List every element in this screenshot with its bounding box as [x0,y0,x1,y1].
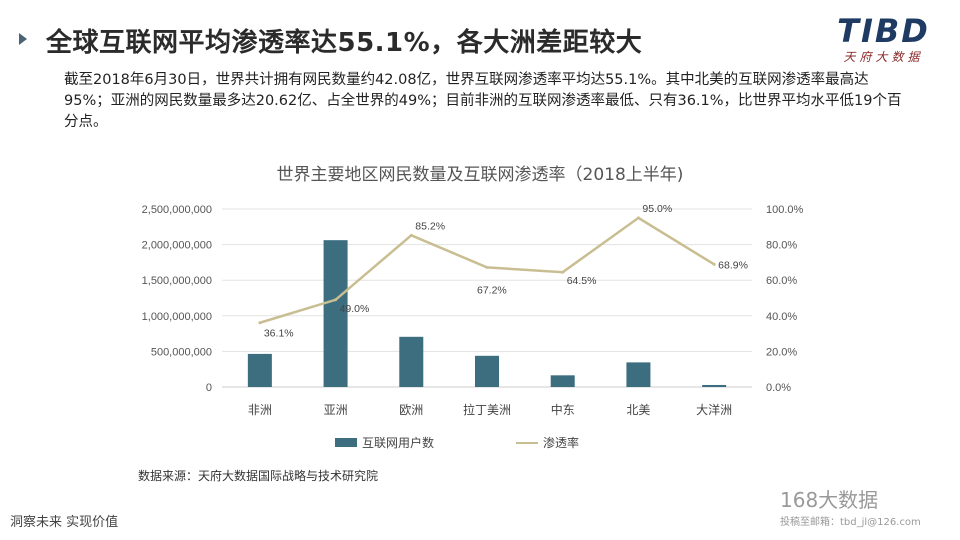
data-label: 68.9% [718,259,748,271]
y-left-tick-label: 1,000,000,000 [142,311,212,323]
legend-label: 渗透率 [543,436,580,450]
data-label: 85.2% [415,220,445,232]
bar-非洲 [247,353,272,387]
logo-subtext: 天府大数据 [843,50,924,64]
x-tick-label: 欧洲 [399,403,423,417]
y-right-tick-label: 0.0% [766,382,791,394]
data-label: 67.2% [477,284,507,296]
y-left-tick-label: 500,000,000 [151,346,212,358]
y-right-tick-label: 40.0% [766,311,797,323]
x-tick-label: 大洋洲 [696,402,732,417]
combo-chart: 0 500,000,000 1,000,000,000 1,500,000,000 2,… [142,203,804,417]
line-point [712,262,716,266]
legend-item-users: 互联网用户数 [335,434,434,451]
bar-拉丁美洲 [475,355,499,387]
slide-title: 全球互联网平均渗透率达55.1%，各大洲差距较大 [46,28,643,58]
legend-bar-swatch [335,438,357,447]
data-label: 95.0% [642,203,672,215]
x-tick-label: 拉丁美洲 [463,402,511,417]
legend-line-swatch [516,441,538,444]
bar-欧洲 [399,336,424,387]
legend-label: 互联网用户数 [362,436,435,450]
y-left-tick-label: 0 [206,382,212,394]
x-tick-label: 北美 [626,403,650,417]
data-source: 数据来源：天府大数据国际战略与技术研究院 [138,469,379,483]
tibd-logo: TIBD 天府大数据 [826,14,941,65]
data-label: 36.1% [264,328,294,340]
watermark-subtext: 投稿至邮箱：tbd_jl@126.com [780,517,921,528]
bar-亚洲 [323,240,348,387]
logo-text: TIBD [837,12,930,50]
bar-中东 [550,375,575,387]
chart-title: 世界主要地区网民数量及互联网渗透率（2018上半年) [276,165,684,185]
x-tick-label: 亚洲 [324,403,348,417]
y-left-tick-label: 1,500,000,000 [142,275,212,287]
line-point [485,265,489,269]
watermark-title: 168大数据 [780,488,879,512]
data-label: 64.5% [567,275,597,287]
line-point [636,216,640,220]
y-left-tick-label: 2,000,000,000 [142,240,212,252]
y-right-tick-label: 100.0% [766,204,804,216]
bar-大洋洲 [702,384,727,387]
legend-item-rate: 渗透率 [516,434,579,451]
x-tick-label: 中东 [551,402,575,417]
line-point [334,298,338,302]
slogan: 洞察未来 实现价值 [10,515,119,530]
y-right-tick-label: 80.0% [766,240,797,252]
bar-北美 [626,362,651,387]
bullet-triangle-icon [19,33,27,45]
line-point [258,321,262,325]
description: 截至2018年6月30日，世界共计拥有网民数量约42.08亿，世界互联网渗透率平… [64,72,902,130]
y-right-tick-label: 20.0% [766,346,797,358]
line-point [561,270,565,274]
x-tick-label: 非洲 [248,403,272,417]
watermark: 168大数据 投稿至邮箱：tbd_jl@126.com [780,484,921,528]
y-left-tick-label: 2,500,000,000 [142,204,212,216]
data-label: 49.0% [340,303,370,315]
line-point [409,233,413,237]
y-right-tick-label: 60.0% [766,275,797,287]
